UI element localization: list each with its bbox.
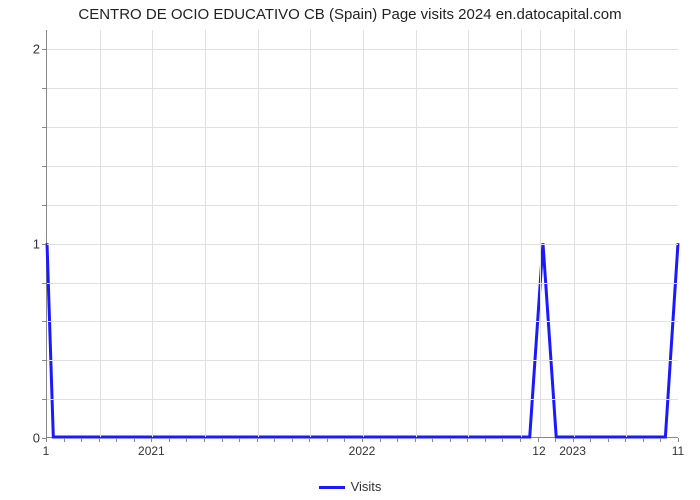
x-tick-start: 1	[43, 444, 50, 458]
gridline-h-minor	[47, 88, 678, 89]
xtick-minor	[467, 438, 468, 442]
ytick-minor	[42, 283, 46, 284]
xtick-minor	[608, 438, 609, 442]
ytick-minor	[42, 244, 46, 245]
xtick-minor	[327, 438, 328, 442]
gridline-v-minor	[258, 30, 259, 437]
legend-label: Visits	[351, 479, 382, 494]
xtick-minor	[46, 438, 47, 442]
xtick-minor	[309, 438, 310, 442]
xtick-minor	[239, 438, 240, 442]
ytick-minor	[42, 399, 46, 400]
y-tick-1: 1	[10, 236, 40, 251]
xtick-minor	[344, 438, 345, 442]
gridline-v-minor	[626, 30, 627, 437]
gridline-v-minor	[100, 30, 101, 437]
xtick-minor	[186, 438, 187, 442]
gridline-v-minor	[416, 30, 417, 437]
xtick-minor	[432, 438, 433, 442]
xtick-minor	[538, 438, 539, 442]
gridline-v	[540, 30, 541, 437]
gridline-v-minor	[574, 30, 575, 437]
xtick-minor	[678, 438, 679, 442]
ytick-minor	[42, 88, 46, 89]
xtick-minor	[134, 438, 135, 442]
gridline-h-minor	[47, 127, 678, 128]
xtick-minor	[380, 438, 381, 442]
x-tick-2023: 2023	[559, 444, 586, 458]
plot-area	[46, 30, 678, 438]
legend-swatch	[319, 486, 345, 489]
xtick-minor	[151, 438, 152, 442]
gridline-h-minor	[47, 360, 678, 361]
gridline-h-minor	[47, 321, 678, 322]
ytick-minor	[42, 166, 46, 167]
xtick-minor	[555, 438, 556, 442]
xtick-minor	[99, 438, 100, 442]
xtick-minor	[64, 438, 65, 442]
gridline-v-minor	[310, 30, 311, 437]
y-tick-2: 2	[10, 42, 40, 57]
xtick-minor	[502, 438, 503, 442]
xtick-minor	[590, 438, 591, 442]
x-tick-2021: 2021	[138, 444, 165, 458]
x-tick-2022: 2022	[349, 444, 376, 458]
xtick-minor	[81, 438, 82, 442]
ytick-minor	[42, 49, 46, 50]
gridline-v-minor	[363, 30, 364, 437]
chart-title: CENTRO DE OCIO EDUCATIVO CB (Spain) Page…	[0, 6, 700, 23]
gridline-v-minor	[205, 30, 206, 437]
xtick-minor	[415, 438, 416, 442]
x-tick-12: 12	[532, 444, 545, 458]
xtick-minor	[573, 438, 574, 442]
xtick-minor	[274, 438, 275, 442]
xtick-minor	[520, 438, 521, 442]
page-visits-chart: CENTRO DE OCIO EDUCATIVO CB (Spain) Page…	[0, 0, 700, 500]
xtick-minor	[257, 438, 258, 442]
xtick-minor	[222, 438, 223, 442]
xtick-minor	[625, 438, 626, 442]
xtick-minor	[169, 438, 170, 442]
xtick-minor	[362, 438, 363, 442]
gridline-h-minor	[47, 205, 678, 206]
xtick-minor	[116, 438, 117, 442]
gridline-v-minor	[521, 30, 522, 437]
ytick-minor	[42, 127, 46, 128]
gridline-h-minor	[47, 283, 678, 284]
ytick-minor	[42, 360, 46, 361]
xtick-minor	[450, 438, 451, 442]
gridline-h	[47, 49, 678, 50]
ytick-minor	[42, 205, 46, 206]
xtick-minor	[397, 438, 398, 442]
y-tick-0: 0	[10, 431, 40, 446]
xtick-minor	[292, 438, 293, 442]
gridline-v-minor	[152, 30, 153, 437]
gridline-h-minor	[47, 399, 678, 400]
legend: Visits	[0, 479, 700, 494]
x-tick-end: 11	[672, 444, 684, 458]
ytick-minor	[42, 321, 46, 322]
gridline-v-minor	[468, 30, 469, 437]
xtick-minor	[660, 438, 661, 442]
gridline-h	[47, 244, 678, 245]
xtick-minor	[204, 438, 205, 442]
ytick-minor	[42, 438, 46, 439]
xtick-minor	[485, 438, 486, 442]
gridline-h-minor	[47, 166, 678, 167]
xtick-minor	[643, 438, 644, 442]
